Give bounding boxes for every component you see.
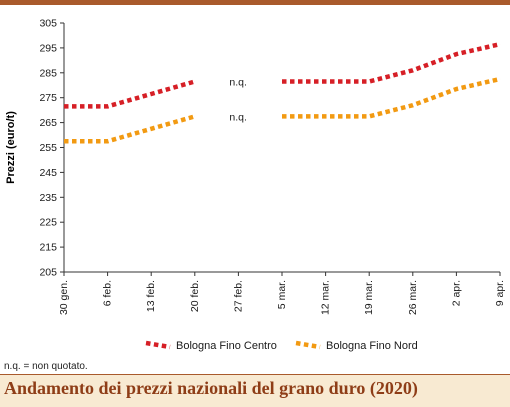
x-tick-label: 12 mar.	[320, 280, 332, 315]
legend-label-nord: Bologna Fino Nord	[326, 340, 418, 352]
legend-swatch-nord	[296, 343, 320, 347]
y-tick-label: 295	[39, 42, 57, 54]
x-ticks: 30 gen. 6 feb. 13 feb. 20 feb. 27 feb. 5 mar.…	[58, 272, 506, 315]
y-tick-label: 275	[39, 92, 57, 104]
x-tick-label: 5 mar.	[276, 280, 288, 309]
x-tick-label: 26 mar.	[407, 280, 419, 315]
y-tick-label: 305	[39, 18, 57, 30]
chart-title: Andamento dei prezzi nazionali del grano…	[4, 378, 418, 399]
series-line-nord-segment-0	[64, 116, 195, 141]
x-tick-label: 6 feb.	[102, 280, 114, 306]
price-line-chart: 205 215 225 235 245 255 265 275 285 295 305 30 gen…	[0, 0, 510, 360]
y-tick-label: 225	[39, 217, 57, 229]
x-tick-label: 19 mar.	[363, 280, 375, 315]
annotation-nq-nord: n.q.	[229, 111, 247, 123]
y-ticks: 205 215 225 235 245 255 265 275 285 295 305	[39, 18, 64, 279]
y-tick-label: 285	[39, 67, 57, 79]
y-axis-label: Prezzi (euro/t)	[5, 111, 17, 184]
series-line-nord-segment-1	[282, 79, 500, 116]
x-tick-label: 30 gen.	[58, 280, 70, 315]
y-tick-label: 215	[39, 242, 57, 254]
x-tick-label: 20 feb.	[189, 280, 201, 312]
legend-swatch-centro	[146, 343, 170, 347]
y-tick-label: 265	[39, 117, 57, 129]
series-line-centro-segment-1	[282, 44, 500, 81]
footer-band: Andamento dei prezzi nazionali del grano…	[0, 374, 510, 407]
series-layer	[64, 44, 500, 141]
legend-label-centro: Bologna Fino Centro	[176, 340, 277, 352]
x-tick-label: 13 feb.	[145, 280, 157, 312]
footnote: n.q. = non quotato.	[4, 361, 88, 372]
y-tick-label: 205	[39, 267, 57, 279]
y-tick-label: 255	[39, 142, 57, 154]
y-tick-label: 245	[39, 167, 57, 179]
x-tick-label: 27 feb.	[232, 280, 244, 312]
x-tick-label: 2 apr.	[450, 280, 462, 306]
x-tick-label: 9 apr.	[494, 280, 506, 306]
series-line-centro-segment-0	[64, 82, 195, 107]
annotation-nq-centro: n.q.	[229, 77, 247, 89]
y-tick-label: 235	[39, 192, 57, 204]
legend: Bologna Fino Centro Bologna Fino Nord	[146, 340, 418, 352]
